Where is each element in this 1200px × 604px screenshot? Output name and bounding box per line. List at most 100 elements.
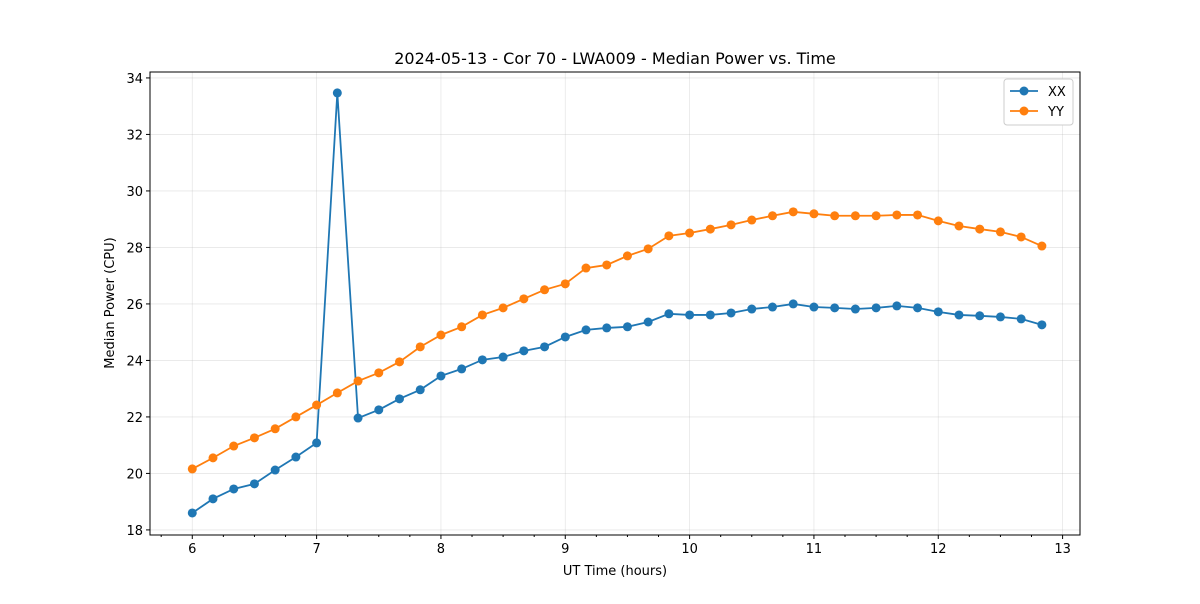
x-tick-label: 12 [930,542,947,557]
data-point-xx [581,325,591,335]
data-point-yy [664,231,674,241]
data-point-yy [809,209,819,219]
data-point-xx [415,385,425,395]
data-point-yy [394,357,404,367]
data-point-xx [353,413,363,423]
data-point-xx [1016,314,1026,324]
data-point-xx [498,352,508,362]
data-point-xx [726,308,736,318]
legend: XX YY [1003,78,1074,126]
data-point-xx [312,438,322,448]
data-point-yy [291,412,301,422]
x-tick-label: 6 [188,542,196,557]
y-tick-label: 32 [126,128,143,143]
y-tick-label: 34 [126,72,143,87]
data-point-xx [892,301,902,311]
series-group [187,88,1047,518]
data-point-yy [519,294,529,304]
data-point-yy [995,227,1005,237]
data-point-yy [249,433,259,443]
x-tick-label: 9 [561,542,569,557]
data-point-yy [830,211,840,221]
data-point-yy [1037,241,1047,251]
data-point-xx [208,494,218,504]
x-tick-label: 11 [806,542,823,557]
grid [150,72,1080,535]
y-tick-label: 30 [126,185,143,200]
data-point-yy [415,342,425,352]
data-point-xx [954,310,964,320]
data-point-xx [519,346,529,356]
data-point-yy [685,228,695,238]
data-point-xx [540,342,550,352]
data-point-xx [643,317,653,327]
y-tick-label: 24 [126,354,143,369]
data-point-yy [705,224,715,234]
data-point-yy [788,207,798,217]
data-point-yy [270,424,280,434]
data-point-yy [913,210,923,220]
y-tick-label: 22 [126,411,143,426]
data-point-yy [1016,232,1026,242]
data-point-yy [975,224,985,234]
data-point-xx [436,371,446,381]
data-point-xx [975,311,985,321]
data-point-xx [394,394,404,404]
data-point-yy [933,216,943,226]
chart-title: 2024-05-13 - Cor 70 - LWA009 - Median Po… [394,49,836,68]
data-point-xx [933,307,943,317]
data-point-xx [602,323,612,333]
data-point-yy [602,260,612,270]
data-point-yy [332,388,342,398]
series-line-yy [191,210,1043,470]
data-point-xx [809,302,819,312]
data-point-xx [332,88,342,98]
legend-label-xx: XX [1048,85,1066,100]
data-point-xx [270,465,280,475]
y-axis-label: Median Power (CPU) [103,237,118,368]
data-point-xx [830,303,840,313]
data-point-xx [788,299,798,309]
data-point-xx [995,312,1005,322]
legend-label-yy: YY [1047,105,1064,120]
data-point-xx [477,355,487,365]
data-point-yy [312,400,322,410]
data-point-xx [871,303,881,313]
data-point-yy [498,303,508,313]
data-point-xx [747,304,757,314]
x-tick-label: 13 [1054,542,1071,557]
data-point-yy [850,211,860,221]
legend-marker-yy [1019,106,1029,116]
data-point-yy [581,263,591,273]
data-point-xx [249,479,259,489]
data-point-xx [913,303,923,313]
data-point-xx [291,452,301,462]
data-point-xx [229,484,239,494]
data-point-xx [685,310,695,320]
data-point-xx [374,405,384,415]
axes-frame [149,71,1081,536]
x-tick-label: 8 [437,542,445,557]
data-point-yy [726,220,736,230]
data-point-yy [871,211,881,221]
data-point-yy [229,441,239,451]
y-tick-label: 26 [126,298,143,313]
data-point-xx [622,322,632,332]
data-point-xx [1037,320,1047,330]
x-tick-label: 7 [312,542,320,557]
data-point-yy [436,330,446,340]
x-axis-label: UT Time (hours) [563,564,667,579]
series-line-xx [191,92,1043,514]
data-point-xx [664,309,674,319]
data-point-yy [457,322,467,332]
data-point-yy [208,453,218,463]
data-point-xx [560,332,570,342]
y-tick-label: 18 [126,524,143,539]
data-point-yy [622,251,632,261]
data-point-yy [187,464,197,474]
data-point-xx [767,302,777,312]
data-point-yy [954,221,964,231]
ticks: 6 7 8 9 10 11 12 13 18 20 22 24 26 28 30 32 34 [126,72,1070,557]
data-point-yy [767,211,777,221]
